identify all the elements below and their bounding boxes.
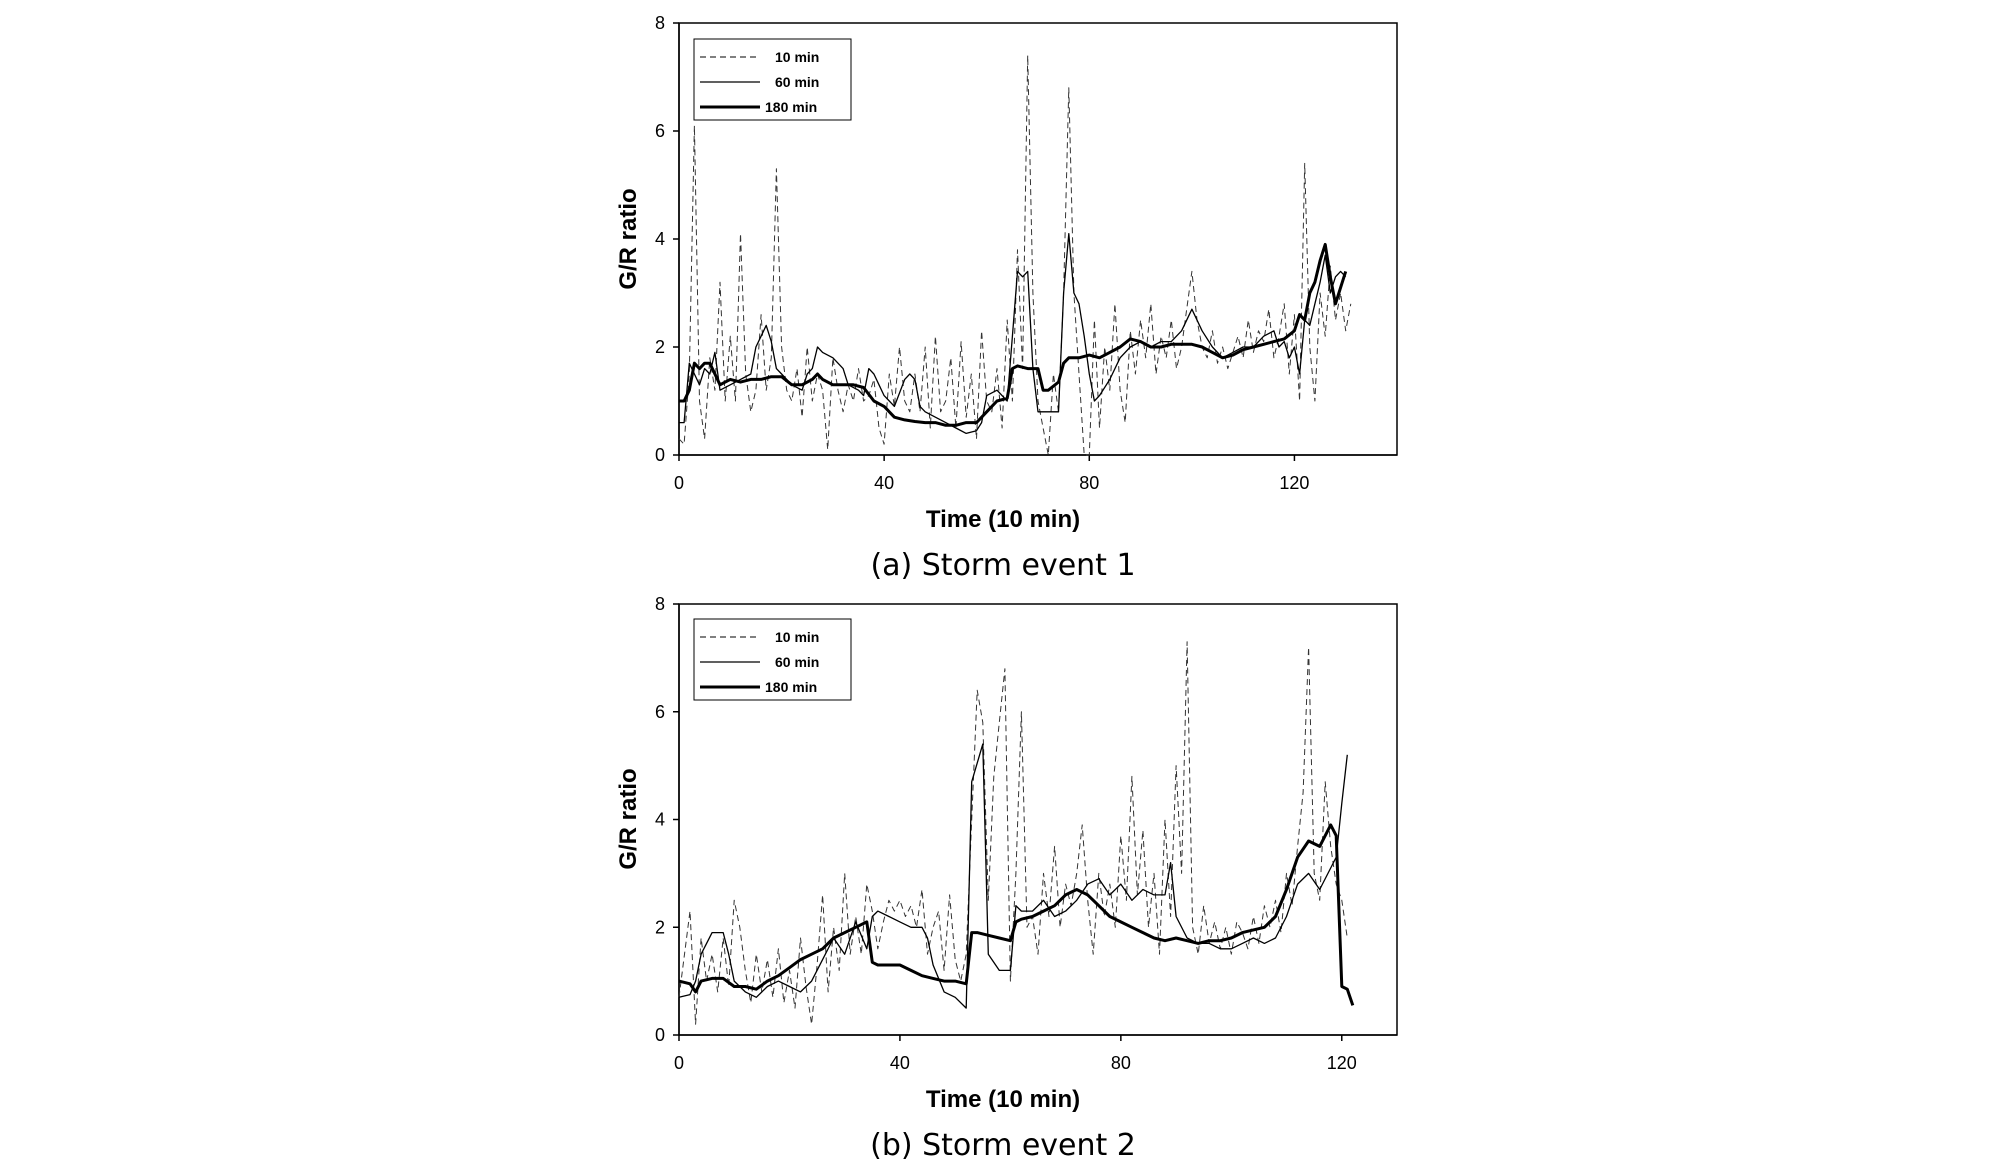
x-axis-title: Time (10 min) <box>926 506 1080 533</box>
series-line-180-min <box>678 823 1355 1006</box>
legend-label-180-min: 180 min <box>765 679 817 695</box>
legend-label-10-min: 10 min <box>775 629 819 645</box>
x-tick-label: 80 <box>1111 1053 1131 1073</box>
tick-labels: 0 40 80 120 0 2 4 6 8 <box>655 594 1357 1073</box>
x-tick-label: 0 <box>674 1053 684 1073</box>
series-line-10-min <box>678 54 1352 456</box>
y-tick-label: 0 <box>655 1025 665 1045</box>
x-tick-label: 40 <box>874 473 894 493</box>
series-line-60-min <box>679 232 1347 435</box>
x-tick-label: 120 <box>1327 1053 1357 1073</box>
y-tick-label: 8 <box>655 13 665 33</box>
panel-caption-b: (b) Storm event 2 <box>870 1128 1136 1163</box>
x-tick-label: 40 <box>890 1053 910 1073</box>
legend-label-180-min: 180 min <box>765 99 817 115</box>
legend-label-60-min: 60 min <box>775 654 819 670</box>
y-axis-title: G/R ratio <box>615 188 642 289</box>
x-axis-title: Time (10 min) <box>926 1086 1080 1113</box>
series-lines <box>678 54 1352 456</box>
series-line-10-min <box>678 641 1348 1025</box>
y-axis-title: G/R ratio <box>615 768 642 869</box>
series-line-60-min <box>678 743 1348 1009</box>
y-tick-label: 4 <box>655 810 665 830</box>
legend: 10 min 60 min 180 min <box>693 618 852 701</box>
y-tick-label: 6 <box>655 702 665 722</box>
series-line-180-min <box>679 242 1348 427</box>
x-tick-label: 120 <box>1279 473 1309 493</box>
x-tick-label: 80 <box>1079 473 1099 493</box>
chart-panel-b: 0 40 80 120 0 2 4 6 8 Time (10 min) G/R ratio 10… <box>615 594 1398 1163</box>
y-tick-label: 2 <box>655 917 665 937</box>
legend: 10 min 60 min 180 min <box>693 38 852 121</box>
y-tick-label: 6 <box>655 121 665 141</box>
chart-panel-a: 0 40 80 120 0 2 4 6 8 Time (10 min) G/R ratio 10… <box>615 13 1398 583</box>
panel-caption-a: (a) Storm event 1 <box>870 548 1135 583</box>
series-lines <box>678 641 1355 1025</box>
tick-labels: 0 40 80 120 0 2 4 6 8 <box>655 13 1309 493</box>
y-tick-label: 2 <box>655 337 665 357</box>
legend-label-10-min: 10 min <box>775 49 819 65</box>
y-tick-label: 8 <box>655 594 665 614</box>
x-tick-label: 0 <box>674 473 684 493</box>
y-tick-label: 4 <box>655 229 665 249</box>
y-tick-label: 0 <box>655 445 665 465</box>
legend-label-60-min: 60 min <box>775 74 819 90</box>
